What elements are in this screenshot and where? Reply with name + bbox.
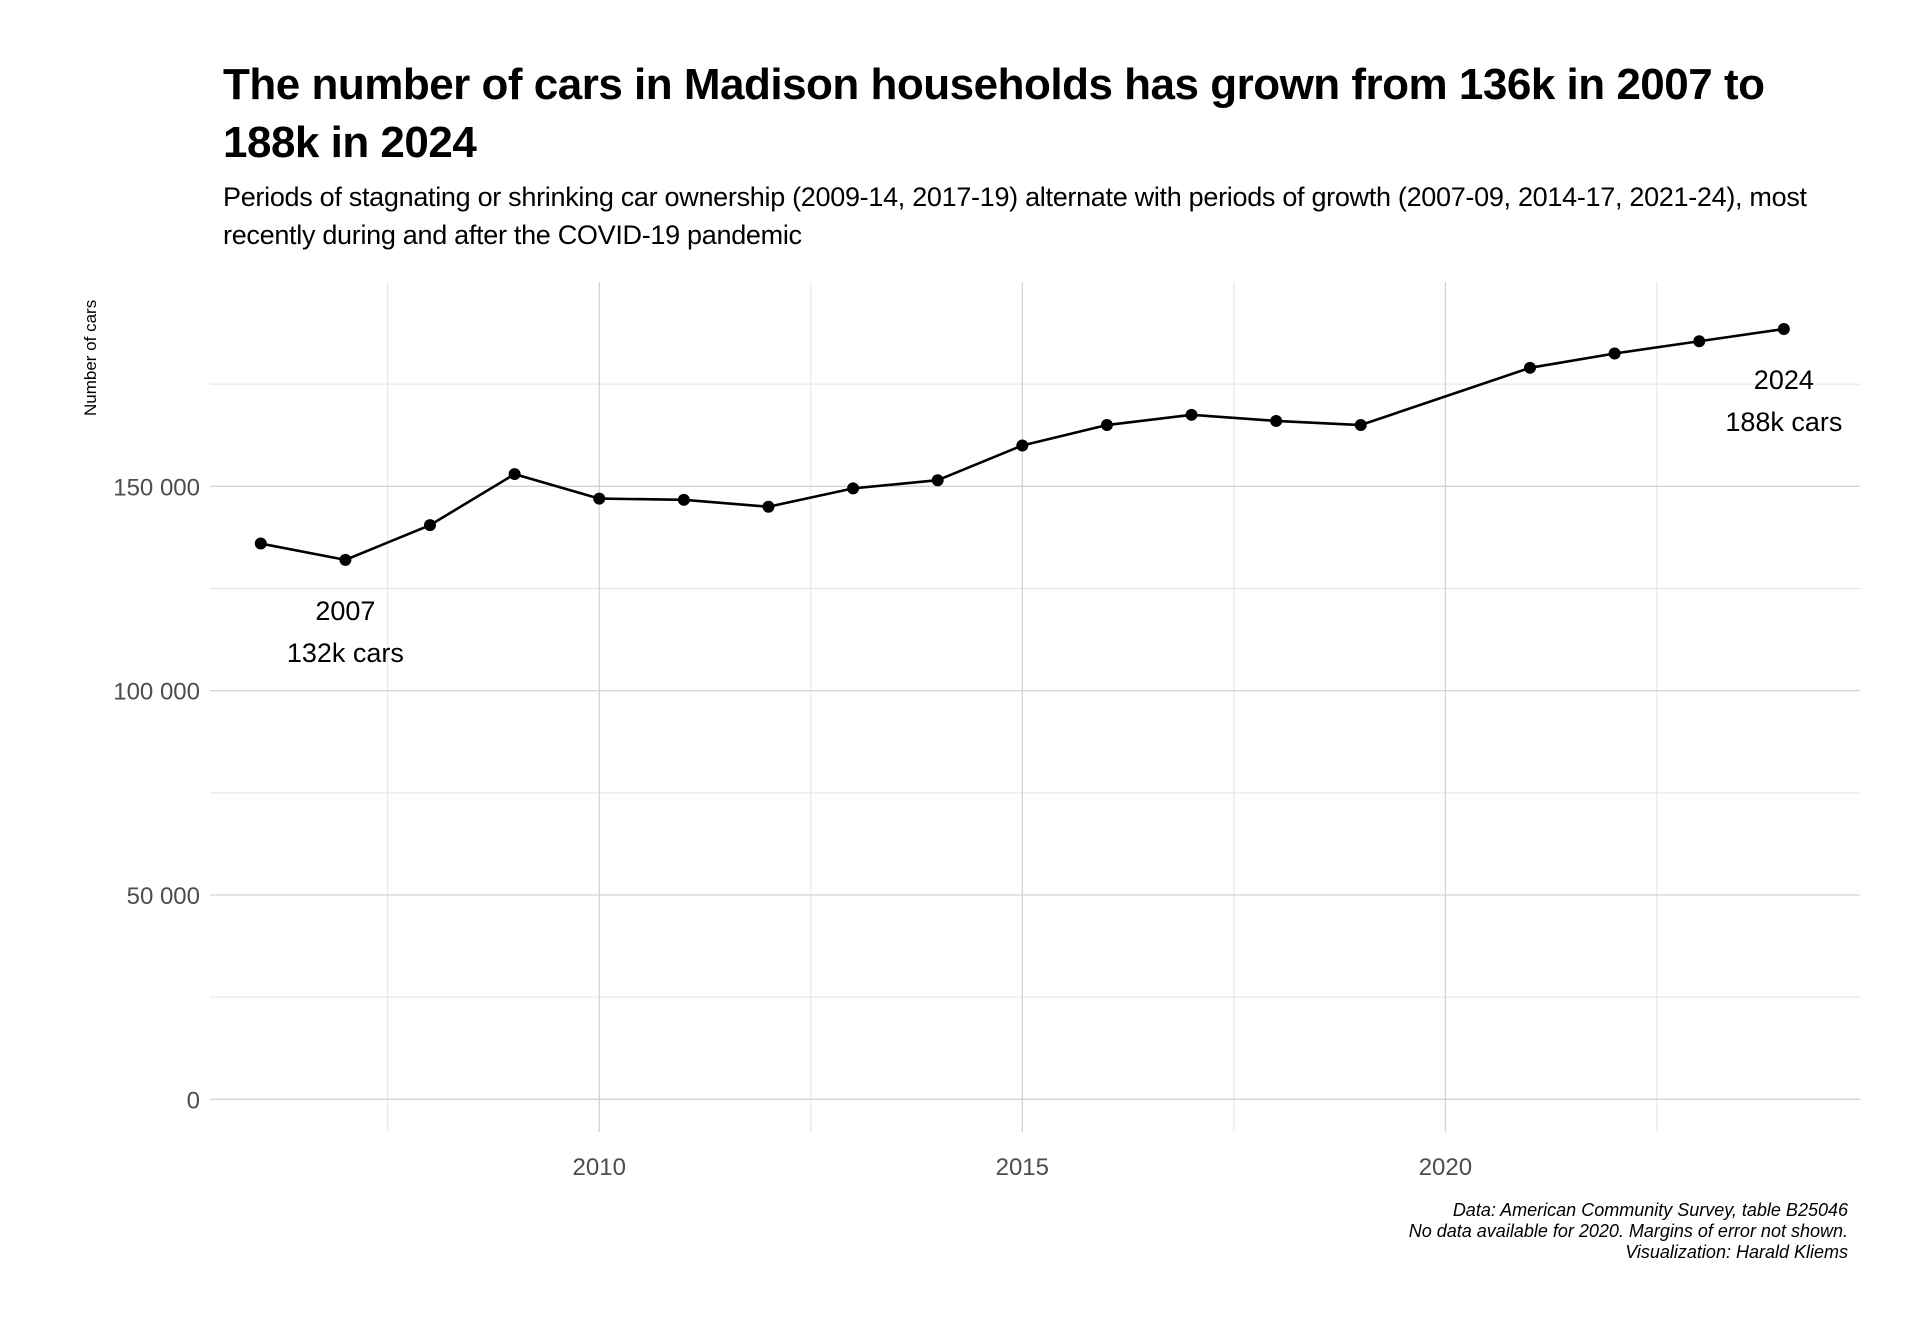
data-point	[1608, 347, 1621, 360]
annotation-label: 132k cars	[287, 638, 404, 668]
y-tick-label: 100 000	[113, 679, 200, 706]
series-lines	[260, 327, 1785, 562]
data-point	[508, 468, 521, 481]
y-tick-label: 150 000	[113, 474, 200, 501]
annotation-label: 2024	[1754, 365, 1814, 395]
data-point	[254, 537, 267, 550]
major-grid	[210, 282, 1860, 1132]
y-tick-label: 0	[187, 1087, 200, 1114]
x-tick-label: 2020	[1419, 1154, 1472, 1181]
data-point	[1270, 414, 1283, 427]
x-tick-label: 2015	[996, 1154, 1049, 1181]
data-point	[1185, 408, 1198, 421]
data-point	[1693, 335, 1706, 348]
data-point	[931, 474, 944, 487]
chart-subtitle: Periods of stagnating or shrinking car o…	[223, 182, 1807, 250]
data-point	[1777, 322, 1790, 335]
chart-title: The number of cars in Madison households…	[223, 60, 1765, 167]
data-point	[339, 553, 352, 566]
x-tick-labels: 2010 2015 2020	[573, 1154, 1473, 1181]
data-point	[1100, 419, 1113, 432]
data-point	[762, 500, 775, 513]
data-point	[1354, 419, 1367, 432]
caption-line: Data: American Community Survey, table B…	[1452, 1200, 1848, 1220]
data-point	[1524, 361, 1536, 374]
data-point	[677, 493, 690, 506]
y-axis-title: Number of cars	[81, 300, 100, 416]
x-tick-label: 2010	[573, 1154, 626, 1181]
data-point	[593, 492, 606, 505]
annotation-label: 2007	[315, 596, 375, 626]
y-tick-label: 50 000	[127, 883, 200, 910]
data-point	[424, 519, 436, 532]
minor-grid	[210, 282, 1860, 1132]
y-tick-labels: 0 50 000 100 000 150 000	[113, 474, 200, 1114]
caption-line: Visualization: Harald Kliems	[1625, 1242, 1848, 1262]
data-point	[1016, 439, 1029, 452]
annotations: 2007 132k cars 2024 188k cars	[287, 365, 1843, 668]
annotation-label: 188k cars	[1725, 407, 1842, 437]
series-line	[260, 327, 1785, 562]
caption-line: No data available for 2020. Margins of e…	[1408, 1221, 1848, 1241]
series-points	[254, 322, 1790, 566]
data-point	[847, 482, 860, 495]
chart-caption: Data: American Community Survey, table B…	[1409, 1200, 1848, 1263]
